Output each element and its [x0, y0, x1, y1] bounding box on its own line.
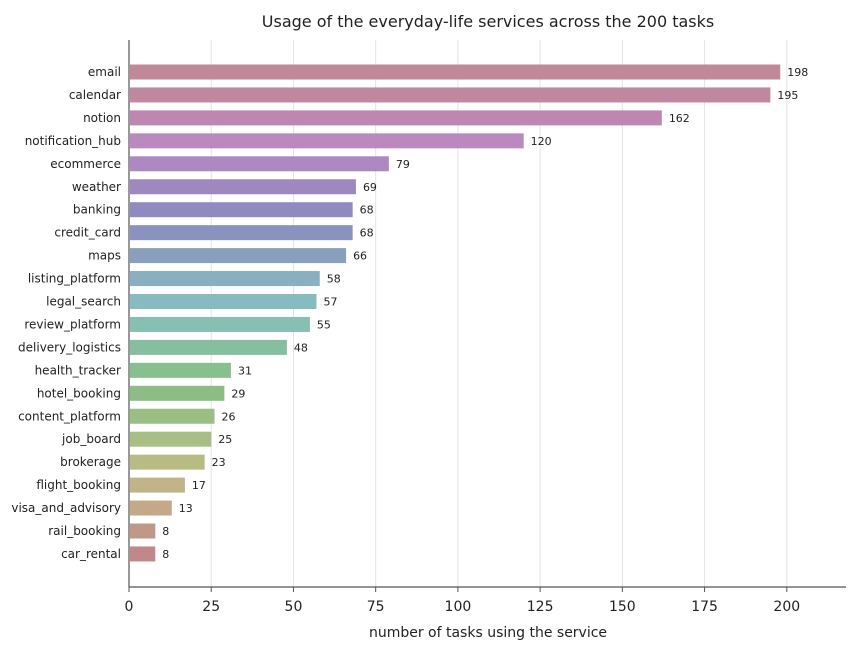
x-tick-label: 25: [202, 599, 220, 615]
value-label: 195: [777, 89, 798, 102]
value-label: 66: [353, 250, 367, 263]
bar: [130, 454, 205, 470]
category-label: visa_and_advisory: [11, 501, 121, 515]
bar: [130, 294, 317, 309]
bar: [130, 546, 156, 562]
category-label: car_rental: [61, 547, 121, 561]
bar: [130, 202, 353, 218]
x-axis-label: number of tasks using the service: [369, 625, 607, 641]
category-label: flight_booking: [36, 478, 121, 492]
bar: [130, 431, 212, 447]
category-label: listing_platform: [28, 272, 121, 286]
chart-title: Usage of the everyday-life services acro…: [262, 12, 714, 31]
category-label: weather: [72, 180, 121, 194]
value-label: 79: [396, 158, 410, 171]
value-label: 13: [179, 502, 193, 515]
category-label: banking: [73, 203, 121, 217]
bar: [130, 225, 353, 241]
bar: [130, 110, 662, 126]
bar: [130, 248, 347, 264]
axes: [128, 40, 846, 588]
category-label: email: [88, 65, 121, 79]
category-label: content_platform: [18, 409, 121, 423]
x-tick-label: 75: [367, 599, 385, 615]
x-tick-label: 100: [445, 599, 472, 615]
value-label: 69: [363, 181, 377, 194]
bar: [130, 179, 356, 195]
x-tick-label: 150: [609, 599, 636, 615]
category-label: job_board: [61, 432, 121, 446]
bar: [130, 156, 389, 172]
value-label: 48: [294, 341, 308, 354]
bar: [130, 64, 781, 80]
category-label: maps: [88, 249, 121, 263]
x-tick-label: 200: [773, 599, 800, 615]
value-label: 26: [222, 410, 236, 423]
value-label: 198: [787, 66, 808, 79]
category-label: brokerage: [60, 455, 121, 469]
value-label: 57: [323, 296, 337, 309]
category-label: health_tracker: [35, 363, 121, 377]
value-label: 68: [360, 204, 374, 217]
category-label: hotel_booking: [37, 386, 121, 400]
bar: [130, 477, 185, 493]
category-label: credit_card: [54, 226, 121, 240]
bar: [130, 362, 231, 378]
category-label: delivery_logistics: [18, 340, 121, 354]
category-label: notification_hub: [25, 134, 121, 148]
bars: email 198 calendar 195 notion 162 notification…: [11, 64, 808, 562]
x-tick-label: 0: [125, 599, 134, 615]
x-tick-label: 50: [285, 599, 303, 615]
bar: [130, 316, 310, 332]
value-label: 8: [162, 525, 169, 538]
value-label: 29: [231, 387, 245, 400]
bar: [130, 133, 524, 149]
x-tick-label: 125: [527, 599, 554, 615]
category-label: review_platform: [24, 317, 121, 331]
category-label: legal_search: [46, 295, 121, 309]
category-label: notion: [83, 111, 121, 125]
value-label: 120: [531, 135, 552, 148]
x-ticks: 0 25 50 75 100 125 150 175 200: [125, 587, 800, 615]
value-label: 68: [360, 227, 374, 240]
category-label: rail_booking: [48, 524, 121, 538]
category-label: ecommerce: [50, 157, 121, 171]
value-label: 162: [669, 112, 690, 125]
value-label: 8: [162, 548, 169, 561]
value-label: 17: [192, 479, 206, 492]
grid-lines: [210, 40, 788, 587]
bar: [130, 500, 172, 516]
x-tick-label: 175: [691, 599, 718, 615]
bar: [130, 271, 320, 287]
bar: [130, 385, 225, 401]
value-label: 23: [212, 456, 226, 469]
value-label: 25: [218, 433, 232, 446]
bar: [130, 523, 156, 539]
value-label: 31: [238, 364, 252, 377]
bar: [130, 408, 215, 424]
bar: [130, 87, 771, 103]
bar: [130, 339, 287, 355]
category-label: calendar: [69, 88, 121, 102]
value-label: 55: [317, 318, 331, 331]
value-label: 58: [327, 273, 341, 286]
